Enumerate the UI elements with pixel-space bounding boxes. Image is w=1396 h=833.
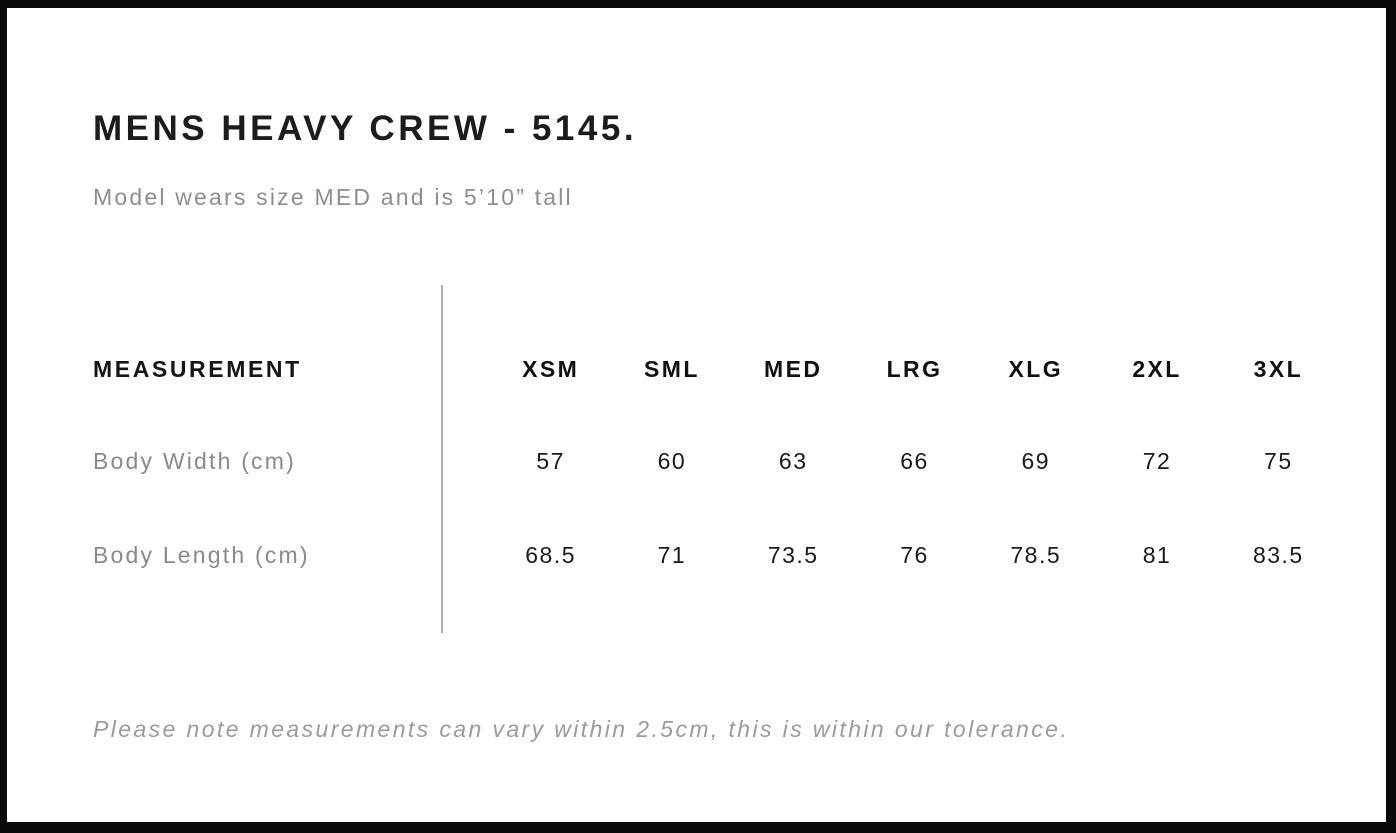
body-width-med: 63 bbox=[778, 448, 808, 474]
body-width-sml: 60 bbox=[657, 448, 687, 474]
size-header-med: MED bbox=[764, 356, 823, 382]
body-length-3xl: 83.5 bbox=[1252, 542, 1304, 568]
body-length-med: 73.5 bbox=[767, 542, 819, 568]
body-width-xsm: 57 bbox=[536, 448, 565, 474]
body-width-2xl: 72 bbox=[1142, 448, 1172, 474]
row-label: Body Width (cm) bbox=[93, 448, 296, 474]
size-header-3xl: 3XL bbox=[1253, 356, 1304, 382]
size-header-xsm: XSM bbox=[522, 356, 580, 382]
size-header-lrg: LRG bbox=[886, 356, 943, 382]
vertical-divider bbox=[441, 285, 443, 633]
body-length-sml: 71 bbox=[657, 542, 687, 568]
size-guide-page: MENS HEAVY CREW - 5145. Model wears size… bbox=[7, 8, 1386, 822]
size-chart-header-row: MEASUREMENT XSM SML MED LRG XLG 2XL 3XL bbox=[93, 356, 1339, 383]
size-header-xlg: XLG bbox=[1008, 356, 1064, 382]
body-length-lrg: 76 bbox=[900, 542, 929, 568]
size-header-sml: SML bbox=[644, 356, 700, 382]
measurement-column-header: MEASUREMENT bbox=[93, 356, 302, 382]
table-row-body-length: Body Length (cm) 68.5 71 73.5 76 78.5 81… bbox=[93, 542, 1339, 569]
body-length-2xl: 81 bbox=[1142, 542, 1172, 568]
page-title: MENS HEAVY CREW - 5145. bbox=[93, 109, 638, 148]
body-width-xlg: 69 bbox=[1021, 448, 1051, 474]
body-length-xlg: 78.5 bbox=[1010, 542, 1062, 568]
body-length-xsm: 68.5 bbox=[525, 542, 577, 568]
model-info-text: Model wears size MED and is 5’10” tall bbox=[93, 184, 573, 210]
body-width-lrg: 66 bbox=[900, 448, 929, 474]
table-row-body-width: Body Width (cm) 57 60 63 66 69 72 75 bbox=[93, 448, 1339, 475]
body-width-3xl: 75 bbox=[1264, 448, 1293, 474]
size-header-2xl: 2XL bbox=[1132, 356, 1182, 382]
row-label: Body Length (cm) bbox=[93, 542, 310, 568]
tolerance-note: Please note measurements can vary within… bbox=[93, 716, 1070, 742]
